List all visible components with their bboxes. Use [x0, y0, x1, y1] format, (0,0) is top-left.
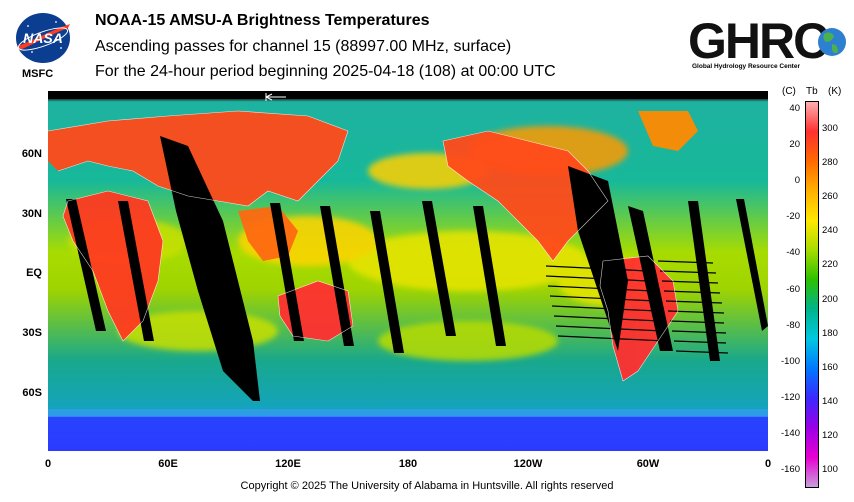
colorbar-kelvin-tick: 160: [822, 361, 838, 373]
colorbar-celsius-tick: -80: [786, 319, 800, 331]
colorbar-kelvin-tick: 220: [822, 259, 838, 271]
land-masses: [48, 111, 698, 381]
swath-gaps: [66, 136, 768, 401]
lat-label-30n: 30N: [21, 208, 42, 220]
top-nodata-strip: [48, 91, 768, 99]
swath-gap-4: [270, 203, 304, 341]
chart-subtitle-channel: Ascending passes for channel 15 (88997.0…: [95, 38, 512, 55]
swath-gap-12: [736, 199, 768, 331]
lon-label-120w: 120W: [513, 458, 543, 470]
swath-gap-2: [118, 201, 154, 341]
ghrc-logo-text: GHRC: [688, 13, 828, 69]
colorbar-kelvin-tick: 200: [822, 293, 838, 305]
swath-gap-1: [66, 199, 106, 331]
colorbar-celsius-tick: 40: [789, 103, 800, 114]
swath-gap-5: [320, 206, 354, 346]
swath-gap-9: [568, 166, 628, 351]
antarctica-band: [48, 416, 768, 451]
lat-label-30s: 30S: [22, 327, 42, 339]
colorbar-celsius-tick: -160: [780, 464, 800, 475]
chart-title: NOAA-15 AMSU-A Brightness Temperatures: [95, 12, 430, 29]
colorbar-kelvin-tick: 140: [822, 395, 838, 407]
msfc-label: MSFC: [22, 68, 54, 80]
brightness-temperature-map: [48, 91, 768, 451]
colorbar-celsius-tick: -20: [786, 211, 800, 223]
swath-gap-7: [422, 201, 456, 336]
north-america-land: [443, 131, 608, 261]
chart-subtitle-period: For the 24-hour period beginning 2025-04…: [95, 63, 556, 80]
greenland-land: [638, 111, 698, 151]
colorbar-celsius-tick: -40: [786, 247, 800, 259]
lat-label-60s: 60S: [22, 387, 42, 399]
swath-arrow-icon: [265, 93, 286, 101]
lon-label-60e: 60E: [158, 458, 178, 470]
colorbar-unit-k: (K): [828, 86, 842, 97]
colorbar-celsius-tick: -140: [780, 427, 800, 439]
map-svg: [48, 91, 768, 451]
nasa-logo: NASA: [16, 13, 70, 63]
lon-label-60w: 60W: [636, 458, 660, 470]
swath-gap-3: [160, 136, 260, 401]
colorbar-celsius-tick: -60: [786, 283, 800, 295]
colorbar-kelvin-tick: 280: [822, 157, 838, 169]
lon-label-0-left: 0: [44, 458, 52, 470]
colorbar-kelvin-tick: 240: [822, 225, 838, 237]
swath-gap-6: [370, 211, 404, 353]
ghrc-logo: GHRC: [688, 13, 846, 69]
colorbar-kelvin-tick: 100: [822, 464, 838, 475]
colorbar-celsius-tick: 0: [794, 175, 800, 187]
eurasia-land: [48, 111, 348, 206]
colorbar-unit-c: (C): [782, 86, 796, 97]
colorbar-celsius-tick: -100: [780, 355, 800, 367]
colorbar-celsius-tick: -120: [780, 391, 800, 403]
coastlines: [48, 110, 679, 382]
lat-label-60n: 60N: [21, 148, 42, 160]
colorbar-gradient: [805, 101, 819, 488]
colorbar-celsius-tick: 20: [789, 139, 800, 151]
swath-gap-8: [473, 206, 506, 346]
swath-gap-11: [688, 201, 720, 361]
ghrc-subtitle: Global Hydrology Resource Center: [692, 63, 800, 70]
colorbar-unit-tb: Tb: [806, 86, 818, 97]
lat-label-eq: EQ: [26, 267, 42, 279]
copyright-footer: Copyright © 2025 The University of Alaba…: [240, 480, 614, 492]
colorbar-kelvin-tick: 120: [822, 429, 838, 441]
antarctic-icy-edge: [48, 409, 768, 417]
lon-label-120e: 120E: [275, 458, 301, 470]
lon-label-0-right: 0: [764, 458, 772, 470]
colorbar-kelvin-tick: 260: [822, 191, 838, 203]
colorbar-kelvin-tick: 300: [822, 123, 838, 134]
lon-label-180: 180: [398, 458, 418, 470]
swath-gap-10: [628, 206, 673, 351]
nasa-logo-text: NASA: [23, 30, 63, 46]
colorbar-kelvin-tick: 180: [822, 327, 838, 339]
